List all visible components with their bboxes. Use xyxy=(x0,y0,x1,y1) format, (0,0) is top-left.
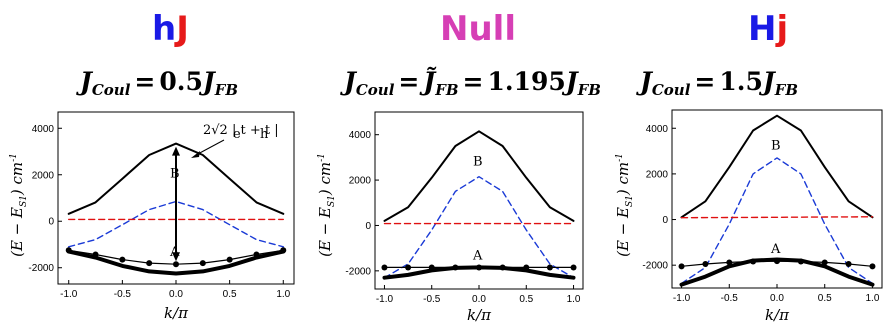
p3-xtick-label-2: 0.0 xyxy=(770,293,784,304)
p1-xtick-label-0: -1.0 xyxy=(60,289,78,300)
p1-marker-7 xyxy=(253,251,259,257)
panel-3-plot-area: -1.0 -0.5 0.0 0.5 1.0 -2000 0 2000 4000 B A xyxy=(642,116,879,304)
p2-xtick-label-3: 0.5 xyxy=(519,294,533,305)
p2-marker-2 xyxy=(429,264,435,270)
p2-label-A: A xyxy=(472,248,483,263)
p2-label-B: B xyxy=(473,154,483,169)
p1-ytick-label-3: 4000 xyxy=(32,124,55,135)
p3-label-B: B xyxy=(771,139,781,154)
p3-series-upper-band xyxy=(682,116,873,218)
panel-2-header: Null xyxy=(440,9,516,49)
p1-xtick-label-2: 0.0 xyxy=(169,289,183,300)
p3-label-A: A xyxy=(770,242,781,257)
p3-ytick-label-3: 4000 xyxy=(646,124,669,135)
p1-marker-6 xyxy=(227,257,233,263)
panel-1-ylabel: (E − ES1) cm-1 xyxy=(8,153,29,257)
p2-ytick-label-2: 2000 xyxy=(349,176,372,187)
p2-marker-4 xyxy=(476,264,482,270)
p2-marker-7 xyxy=(547,264,553,270)
p3-series-reference-dashed xyxy=(682,217,873,218)
p1-marker-2 xyxy=(119,257,125,263)
panel-3-header-prefix: H xyxy=(748,9,776,49)
panel-3-xlabel: k/π xyxy=(765,306,790,324)
panel-3-header-highlight: j xyxy=(774,9,788,49)
p3-marker-0 xyxy=(679,263,685,269)
p1-marker-5 xyxy=(200,260,206,266)
p3-xtick-label-3: 0.5 xyxy=(818,293,832,304)
p3-marker-4 xyxy=(774,258,780,264)
p3-marker-7 xyxy=(846,261,852,267)
p3-series-upper-dashed xyxy=(682,158,873,284)
p3-marker-8 xyxy=(869,263,875,269)
panel-1-annotation-sub-e: e xyxy=(233,127,241,142)
panel-3-ylabel: (E − ES1) cm-1 xyxy=(614,153,635,257)
p3-marker-6 xyxy=(822,259,828,265)
panel-2-equation: JCoul = J̃FB = 1.195JFB xyxy=(340,67,601,99)
p2-marker-5 xyxy=(500,264,506,270)
p1-marker-1 xyxy=(93,251,99,257)
p3-ytick-label-0: -2000 xyxy=(642,261,668,272)
p1-xtick-label-3: 0.5 xyxy=(223,289,237,300)
p1-marker-0 xyxy=(66,247,72,253)
panel-1-xlabel: k/π xyxy=(164,304,189,322)
p3-marker-5 xyxy=(798,259,804,265)
p1-label-B: B xyxy=(170,167,180,182)
panel-1: hJ JCoul = 0.5JFB -1.0 -0.5 0.0 0.5 1.0-200002… xyxy=(8,9,294,322)
p2-xtick-label-4: 1.0 xyxy=(567,294,581,305)
p2-marker-8 xyxy=(571,264,577,270)
p3-ytick-label-1: 0 xyxy=(662,215,668,226)
p1-ytick-label-1: 0 xyxy=(48,217,54,228)
panel-3-header: Hj xyxy=(748,9,788,49)
p3-xtick-label-0: -1.0 xyxy=(673,293,691,304)
p3-marker-3 xyxy=(750,259,756,265)
panel-2-xlabel: k/π xyxy=(467,306,492,324)
p2-marker-0 xyxy=(381,264,387,270)
p2-xtick-label-1: -0.5 xyxy=(423,294,441,305)
p3-marker-1 xyxy=(702,261,708,267)
panel-2-header-prefix: Null xyxy=(440,9,516,49)
panel-1-header-highlight: J xyxy=(174,9,189,49)
p3-ytick-label-2: 2000 xyxy=(646,169,669,180)
p3-xtick-label-4: 1.0 xyxy=(866,293,880,304)
p2-ytick-label-1: 0 xyxy=(365,221,371,232)
panel-2: Null JCoul = J̃FB = 1.195JFB -1.0 -0.5 0.0 0.5 1… xyxy=(316,9,601,324)
p1-marker-3 xyxy=(146,260,152,266)
p3-xtick-label-1: -0.5 xyxy=(721,293,739,304)
panel-1-equation: JCoul = 0.5JFB xyxy=(76,67,238,99)
p2-ytick-label-0: -2000 xyxy=(345,266,371,277)
p2-marker-1 xyxy=(405,264,411,270)
p2-ytick-label-3: 4000 xyxy=(349,130,372,141)
panel-1-annotation-pointer xyxy=(196,140,224,155)
p2-xtick-label-2: 0.0 xyxy=(472,294,486,305)
gap-arrow-head-top xyxy=(172,147,180,156)
p2-marker-3 xyxy=(452,264,458,270)
p1-marker-4 xyxy=(173,261,179,267)
panel-2-plot-area: -1.0 -0.5 0.0 0.5 1.0 -2000 0 2000 4000 B A xyxy=(345,130,581,305)
p1-marker-8 xyxy=(280,247,286,253)
p1-ytick-label-2: 2000 xyxy=(32,170,55,181)
panel-3: Hj JCoul = 1.5JFB -1.0 -0.5 0.0 0.5 1.0 -2000 0 2… xyxy=(614,9,882,324)
panel-1-header-prefix: h xyxy=(152,9,176,49)
p3-marker-2 xyxy=(726,259,732,265)
panel-1-annotation-sub-h: h xyxy=(260,127,269,142)
p1-xtick-label-1: -0.5 xyxy=(114,289,132,300)
p2-marker-6 xyxy=(523,264,529,270)
p1-ytick-label-0: -2000 xyxy=(28,263,54,274)
p1-xtick-label-4: 1.0 xyxy=(276,289,290,300)
p2-xtick-label-0: -1.0 xyxy=(376,294,394,305)
panel-1-gap-arrow xyxy=(172,147,180,262)
panel-2-ylabel: (E − ES1) cm-1 xyxy=(316,153,337,257)
panel-1-header: hJ xyxy=(152,9,189,49)
panel-3-equation: JCoul = 1.5JFB xyxy=(636,67,798,99)
